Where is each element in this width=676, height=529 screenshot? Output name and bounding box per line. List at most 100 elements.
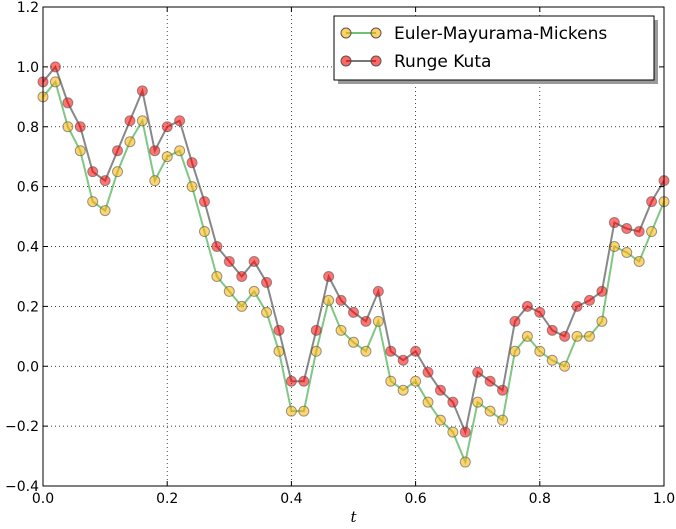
data-point	[236, 270, 248, 282]
data-point	[211, 270, 223, 282]
data-point	[261, 276, 273, 288]
data-point	[459, 456, 471, 468]
data-point	[136, 85, 148, 97]
data-point	[497, 414, 509, 426]
legend-label: Euler-Mayurama-Mickens	[394, 24, 607, 44]
data-point	[497, 384, 509, 396]
data-point	[621, 246, 633, 258]
data-point	[397, 384, 409, 396]
data-point	[124, 136, 136, 148]
series-euler-mayurama-mickens	[37, 76, 670, 468]
data-point	[49, 61, 61, 73]
data-point	[459, 426, 471, 438]
x-tick-label: 1.0	[653, 491, 675, 507]
y-tick-label: −0.4	[5, 479, 39, 495]
data-point	[472, 366, 484, 378]
data-point	[484, 375, 496, 387]
data-point	[596, 285, 608, 297]
data-point	[174, 145, 186, 157]
data-point	[472, 396, 484, 408]
legend-entry: Runge Kuta	[340, 52, 491, 72]
data-point	[583, 294, 595, 306]
data-point	[410, 375, 422, 387]
series-layer	[37, 61, 670, 468]
data-point	[571, 330, 583, 342]
data-point	[223, 255, 235, 267]
data-point	[62, 121, 74, 133]
ticks: 0.0 0.2 0.4 0.6 0.8 1.0 −0.4 −0.2 0.0 0.2 0.4 0.6 0.…	[5, 0, 675, 507]
data-point	[447, 426, 459, 438]
data-point	[186, 181, 198, 193]
data-point	[298, 405, 310, 417]
legend-marker	[340, 55, 352, 67]
data-point	[74, 145, 86, 157]
data-point	[521, 300, 533, 312]
data-point	[521, 330, 533, 342]
data-point	[646, 226, 658, 238]
data-point	[99, 175, 111, 187]
data-point	[186, 157, 198, 169]
data-point	[112, 166, 124, 178]
y-tick-label: 0.0	[17, 359, 39, 375]
data-point	[546, 354, 558, 366]
legend-marker	[340, 27, 352, 39]
data-point	[149, 145, 161, 157]
legend-entries: Euler-Mayurama-Mickens Runge Kuta	[340, 24, 607, 72]
legend-entry: Euler-Mayurama-Mickens	[340, 24, 607, 44]
data-point	[608, 217, 620, 229]
y-tick-label: 0.2	[17, 299, 39, 315]
data-point	[261, 306, 273, 318]
data-point	[136, 115, 148, 127]
data-point	[310, 324, 322, 336]
data-point	[621, 223, 633, 235]
data-point	[422, 396, 434, 408]
data-point	[385, 345, 397, 357]
legend-label: Runge Kuta	[394, 52, 491, 72]
data-point	[161, 121, 173, 133]
data-point	[410, 345, 422, 357]
data-point	[348, 336, 359, 348]
data-point	[74, 121, 86, 133]
series-runge-kuta	[37, 61, 670, 438]
data-point	[360, 345, 372, 357]
legend-box	[333, 15, 655, 81]
x-tick-label: 0.4	[280, 491, 302, 507]
data-point	[434, 414, 446, 426]
data-point	[509, 345, 521, 357]
data-point	[434, 384, 446, 396]
data-point	[323, 270, 335, 282]
data-point	[633, 226, 645, 238]
x-axis-title: t	[350, 508, 357, 524]
data-point	[596, 315, 608, 327]
data-point	[348, 306, 359, 318]
data-point	[509, 315, 521, 327]
x-tick-label: 0.6	[404, 491, 426, 507]
y-tick-label: 1.0	[17, 60, 39, 76]
data-point	[298, 375, 310, 387]
data-point	[323, 294, 335, 306]
data-point	[372, 285, 384, 297]
data-point	[583, 330, 595, 342]
y-tick-label: 0.4	[17, 240, 39, 256]
x-tick-label: 0.2	[156, 491, 178, 507]
data-point	[248, 255, 260, 267]
y-tick-label: 0.8	[17, 120, 39, 136]
data-point	[646, 196, 658, 208]
data-point	[198, 226, 210, 238]
data-point	[223, 285, 235, 297]
data-point	[571, 300, 583, 312]
data-point	[534, 306, 546, 318]
data-point	[273, 324, 285, 336]
y-tick-label: 1.2	[17, 0, 39, 16]
data-point	[422, 366, 434, 378]
data-point	[174, 115, 186, 127]
data-point	[559, 360, 571, 372]
data-point	[112, 145, 124, 157]
data-point	[484, 405, 496, 417]
data-point	[285, 405, 297, 417]
y-tick-label: −0.2	[5, 419, 39, 435]
legend-marker	[370, 55, 382, 67]
data-point	[62, 97, 74, 109]
